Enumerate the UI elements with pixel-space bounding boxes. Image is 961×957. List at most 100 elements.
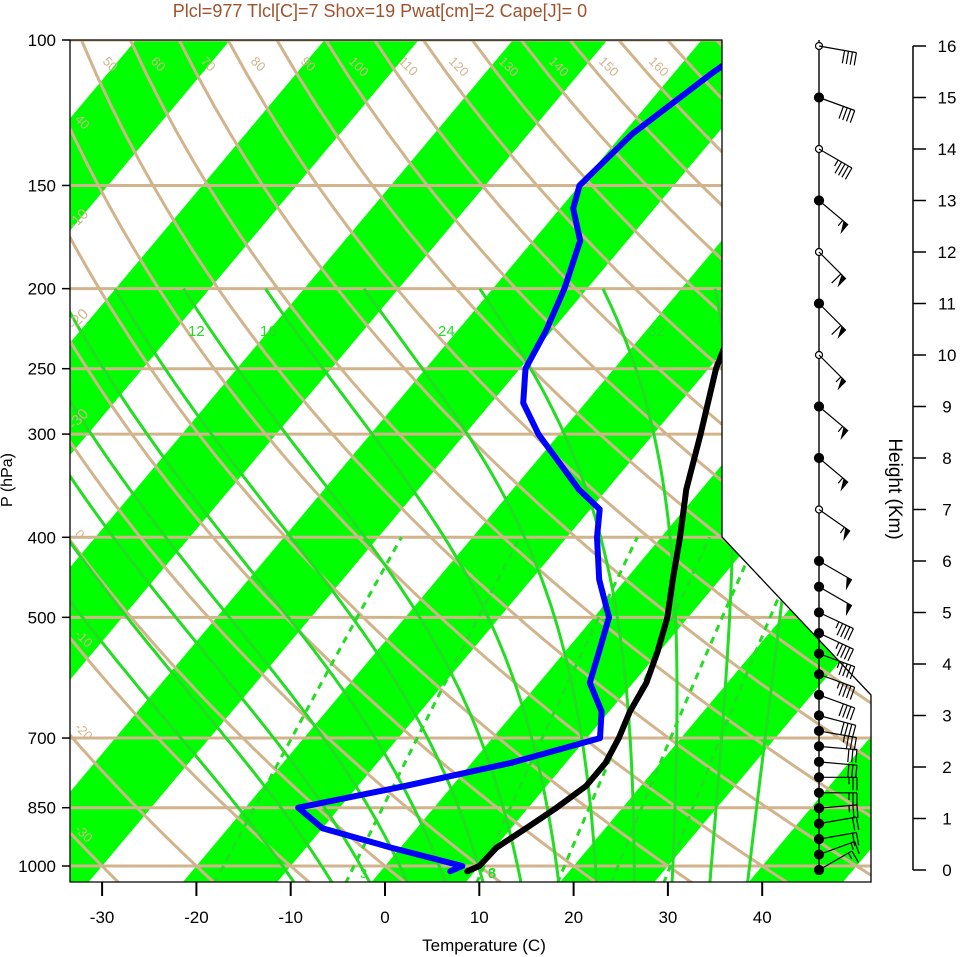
wind-barb	[813, 772, 858, 791]
moist-adiabat-line	[478, 287, 636, 882]
wind-barb-shaft	[818, 653, 855, 668]
moist-adiabat-line	[601, 288, 679, 882]
wind-barb-feather	[849, 110, 856, 123]
wind-barb-half-feather	[837, 426, 844, 433]
wind-barb	[813, 607, 854, 641]
wind-barb-half-feather	[850, 842, 854, 850]
dry-adiabat-label: 0	[725, 455, 743, 473]
wind-barb-half-feather	[848, 805, 851, 813]
height-axis-label: Height (Km)	[884, 438, 905, 539]
dry-adiabat-line	[112, 40, 871, 882]
wind-barb-shaft	[818, 850, 853, 871]
pressure-tick-label: 250	[28, 360, 56, 379]
wind-barb-feather	[831, 273, 842, 284]
dry-adiabat-line	[70, 40, 871, 882]
dewpoint-profile-line	[295, 40, 762, 875]
wind-barb-pennant	[840, 478, 849, 492]
wind-barb-half-feather	[835, 376, 842, 383]
plot-frame	[69, 39, 872, 883]
isotherm-band	[550, 40, 871, 882]
wind-barb	[813, 298, 847, 339]
wind-barb	[813, 581, 853, 617]
wind-barb-shaft	[818, 694, 855, 709]
wind-barb-feather	[834, 161, 843, 174]
wind-barb-shaft	[818, 303, 847, 331]
wind-barb-shaft	[818, 509, 851, 532]
pressure-tick-label: 100	[28, 31, 56, 50]
wind-barb-pennant	[840, 221, 849, 235]
height-tick-label: 10	[938, 346, 957, 365]
wind-barb-feather	[838, 682, 844, 696]
height-tick-label: 1	[942, 810, 951, 829]
dry-adiabat-line	[254, 40, 871, 882]
moist-adiabat-line	[70, 288, 297, 882]
moist-adiabat-label: 16	[260, 323, 277, 340]
dry-adiabat-line	[302, 40, 871, 882]
wind-barb-shaft	[818, 831, 857, 840]
wind-barb-feather	[852, 805, 855, 819]
wind-barb-feather	[840, 645, 847, 658]
temperature-tick-label: 30	[658, 908, 677, 927]
wind-barb-feather	[842, 684, 848, 698]
wind-barb-feather	[836, 623, 844, 636]
wind-barb-half-feather	[835, 621, 840, 629]
dry-adiabat-line	[70, 40, 228, 882]
wind-barb-feather	[845, 665, 852, 678]
height-tick-label: 5	[942, 604, 951, 623]
wind-barb-shaft	[818, 406, 849, 432]
dry-adiabat-line	[70, 40, 324, 882]
isotherm-band	[70, 40, 451, 882]
wind-barb-pennant	[845, 602, 852, 617]
mixing-ratio-line	[474, 536, 639, 882]
x-axis-label: Temperature (C)	[422, 936, 546, 955]
height-tick-label: 7	[942, 501, 951, 520]
wind-barb-shaft	[818, 586, 853, 607]
wind-barb-feather	[851, 817, 856, 831]
height-tick-label: 12	[938, 243, 957, 262]
wind-barb-feather	[841, 165, 849, 178]
wind-barb-feather	[853, 52, 857, 66]
wind-barb-feather	[838, 662, 844, 676]
wind-barb-feather	[855, 816, 860, 831]
pressure-tick-label: 700	[28, 729, 56, 748]
dry-adiabat-label: 20	[725, 229, 749, 253]
wind-barb-shaft	[818, 148, 853, 169]
pressure-tick-label: 1000	[18, 857, 56, 876]
wind-barb-feather	[843, 647, 851, 660]
height-tick-label: 2	[942, 758, 951, 777]
temperature-tick-label: 20	[564, 908, 583, 927]
wind-barb-half-feather	[834, 159, 839, 167]
wind-barb-feather	[838, 703, 844, 717]
wind-barb-shaft	[818, 560, 853, 581]
wind-barb-feather	[847, 748, 850, 763]
pressure-tick-label: 300	[28, 425, 56, 444]
dry-adiabat-label: 10	[756, 547, 777, 568]
wind-barb-half-feather	[847, 852, 853, 860]
wind-barb	[813, 452, 849, 492]
mixing-ratio-line	[662, 536, 806, 882]
wind-barb	[813, 816, 860, 831]
moist-adiabat-label: 24	[438, 323, 455, 340]
wind-barb-feather	[842, 663, 848, 677]
dry-adiabat-label: 30	[851, 654, 872, 675]
moist-adiabat-line	[70, 288, 410, 882]
wind-barb-feather	[842, 704, 848, 718]
height-tick-label: 9	[942, 398, 951, 417]
wind-barb	[813, 92, 856, 123]
pressure-tick-label: 150	[28, 176, 56, 195]
wind-barb	[813, 689, 856, 721]
wind-barb-feather	[840, 722, 845, 735]
chart-title: Plcl=977 Tlcl[C]=7 Shox=19 Pwat[cm]=2 Ca…	[173, 1, 587, 21]
wind-barb	[814, 247, 847, 288]
temperature-tick-label: 0	[380, 908, 389, 927]
wind-barb-feather	[847, 764, 850, 778]
wind-barb-feather	[851, 850, 859, 863]
height-tick-label: 13	[938, 192, 957, 211]
pressure-axis: 100 150 200 250 300 400 500 700 850 1000	[18, 31, 70, 876]
wind-barb-feather	[840, 624, 847, 638]
wind-barb-feather	[849, 51, 854, 65]
temperature-tick-label: -30	[90, 908, 115, 927]
wind-barb-feather	[831, 324, 842, 336]
wind-barb-feather	[854, 841, 860, 855]
